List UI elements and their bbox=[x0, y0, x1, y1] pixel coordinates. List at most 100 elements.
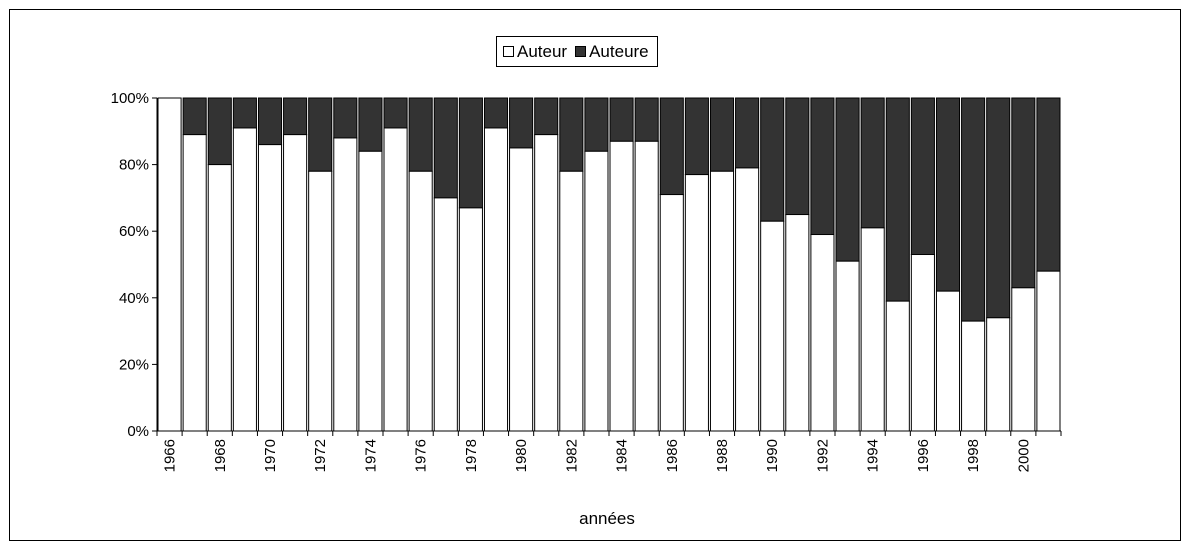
bar-auteur-1991 bbox=[785, 214, 810, 432]
bar-auteur-1985 bbox=[634, 140, 659, 432]
bar-auteur-1971 bbox=[283, 134, 308, 432]
y-tick-label: 20% bbox=[119, 356, 149, 373]
bar-auteur-1974 bbox=[358, 150, 383, 432]
x-tick-label: 2000 bbox=[1015, 439, 1032, 472]
bar-auteur-1996 bbox=[910, 254, 935, 432]
bar-auteur-1968 bbox=[207, 164, 232, 432]
bar-auteur-1970 bbox=[257, 144, 283, 432]
bar-auteur-1976 bbox=[408, 170, 433, 432]
legend-item-auteur: Auteur bbox=[503, 42, 567, 62]
bar-auteure-1989 bbox=[735, 97, 760, 169]
x-tick-label: 1996 bbox=[915, 439, 932, 472]
bar-auteur-1978 bbox=[458, 207, 483, 432]
bar-auteure-2000 bbox=[1011, 97, 1036, 289]
bar-auteure-1984 bbox=[609, 97, 634, 142]
bar-auteure-2001 bbox=[1036, 97, 1061, 272]
bar-auteure-1982 bbox=[559, 97, 584, 172]
bar-auteure-1997 bbox=[935, 97, 961, 292]
x-tick-label: 1976 bbox=[413, 439, 430, 472]
bar-auteure-1981 bbox=[534, 97, 559, 136]
bar-auteure-1979 bbox=[483, 97, 509, 129]
bar-auteur-1966 bbox=[157, 97, 182, 432]
bar-auteur-1994 bbox=[860, 227, 885, 432]
y-tick-label: 0% bbox=[127, 423, 149, 440]
bar-auteur-1992 bbox=[810, 234, 835, 432]
bar-auteur-1983 bbox=[584, 150, 609, 432]
bar-auteure-1999 bbox=[986, 97, 1011, 319]
bars-group bbox=[157, 97, 1061, 432]
bar-auteure-1977 bbox=[433, 97, 458, 199]
bar-auteur-1981 bbox=[534, 134, 559, 432]
x-tick-label: 1968 bbox=[212, 439, 229, 472]
bar-auteur-1986 bbox=[659, 194, 684, 432]
bar-auteur-1967 bbox=[182, 134, 207, 432]
legend-swatch-auteur bbox=[503, 46, 514, 57]
legend-label-auteur: Auteur bbox=[517, 41, 568, 61]
legend-label-auteure: Auteure bbox=[589, 41, 649, 61]
bar-auteur-1979 bbox=[483, 127, 509, 432]
bar-auteur-1975 bbox=[383, 127, 408, 432]
bar-auteur-1982 bbox=[559, 170, 584, 432]
bar-auteur-1969 bbox=[232, 127, 257, 432]
bar-auteure-1978 bbox=[458, 97, 483, 209]
x-tick-label: 1992 bbox=[814, 439, 831, 472]
y-tick-label: 80% bbox=[119, 157, 149, 174]
legend-item-auteure: Auteure bbox=[575, 42, 649, 62]
bar-auteur-1988 bbox=[709, 170, 735, 432]
x-tick-label: 1980 bbox=[513, 439, 530, 472]
y-tick-label: 40% bbox=[119, 290, 149, 307]
bar-auteure-1995 bbox=[885, 97, 910, 302]
legend-swatch-auteure bbox=[575, 46, 587, 57]
bar-auteure-1967 bbox=[182, 97, 207, 136]
legend: Auteur Auteure bbox=[496, 36, 658, 67]
bar-auteure-1968 bbox=[207, 97, 232, 166]
bar-auteur-1995 bbox=[885, 300, 910, 432]
x-tick-label: 1990 bbox=[764, 439, 781, 472]
bar-auteure-1973 bbox=[333, 97, 358, 139]
x-tick-label: 1978 bbox=[463, 439, 480, 472]
bar-auteure-1971 bbox=[283, 97, 308, 136]
x-tick-label: 1970 bbox=[262, 439, 279, 472]
bar-auteur-1984 bbox=[609, 140, 634, 432]
bar-auteure-1986 bbox=[659, 97, 684, 196]
bar-auteure-1993 bbox=[835, 97, 860, 262]
bar-auteure-1991 bbox=[785, 97, 810, 216]
bar-auteure-1975 bbox=[383, 97, 408, 129]
x-tick-label: 1982 bbox=[563, 439, 580, 472]
x-tick-label: 1994 bbox=[865, 439, 882, 472]
bar-auteure-1994 bbox=[860, 97, 885, 229]
bar-auteur-1977 bbox=[433, 197, 458, 432]
bar-auteure-1985 bbox=[634, 97, 659, 142]
bar-auteure-1998 bbox=[961, 97, 986, 322]
x-tick-label: 1984 bbox=[614, 439, 631, 472]
y-tick-label: 100% bbox=[111, 90, 149, 107]
bar-auteur-1990 bbox=[760, 220, 785, 432]
bar-auteur-1973 bbox=[333, 137, 358, 432]
x-tick-label: 1966 bbox=[162, 439, 179, 472]
bar-auteur-1993 bbox=[835, 260, 860, 432]
bar-auteur-1989 bbox=[735, 167, 760, 432]
bar-auteur-2000 bbox=[1011, 287, 1036, 432]
bar-auteur-1972 bbox=[308, 170, 333, 432]
bar-auteure-1996 bbox=[910, 97, 935, 256]
y-tick-label: 60% bbox=[119, 223, 149, 240]
bar-auteur-2001 bbox=[1036, 270, 1061, 432]
axes-group: 0% 20% 40% 60% 80% 100% 1966 1968 1970 1972 1974 19… bbox=[111, 90, 1062, 472]
bar-auteure-1983 bbox=[584, 97, 609, 152]
bar-auteure-1972 bbox=[308, 97, 333, 172]
bar-auteure-1987 bbox=[684, 97, 709, 176]
bar-auteure-1974 bbox=[358, 97, 383, 152]
bar-auteur-1987 bbox=[684, 174, 709, 432]
bar-auteure-1980 bbox=[509, 97, 534, 149]
bar-auteure-1970 bbox=[257, 97, 283, 146]
x-tick-label: 1974 bbox=[362, 439, 379, 472]
bar-auteure-1988 bbox=[709, 97, 735, 172]
x-axis-title: années bbox=[579, 509, 635, 528]
bar-auteure-1969 bbox=[232, 97, 257, 129]
bar-auteur-1980 bbox=[509, 147, 534, 432]
x-tick-label: 1986 bbox=[664, 439, 681, 472]
bar-auteure-1992 bbox=[810, 97, 835, 236]
bar-auteur-1997 bbox=[935, 290, 961, 432]
x-tick-label: 1972 bbox=[312, 439, 329, 472]
